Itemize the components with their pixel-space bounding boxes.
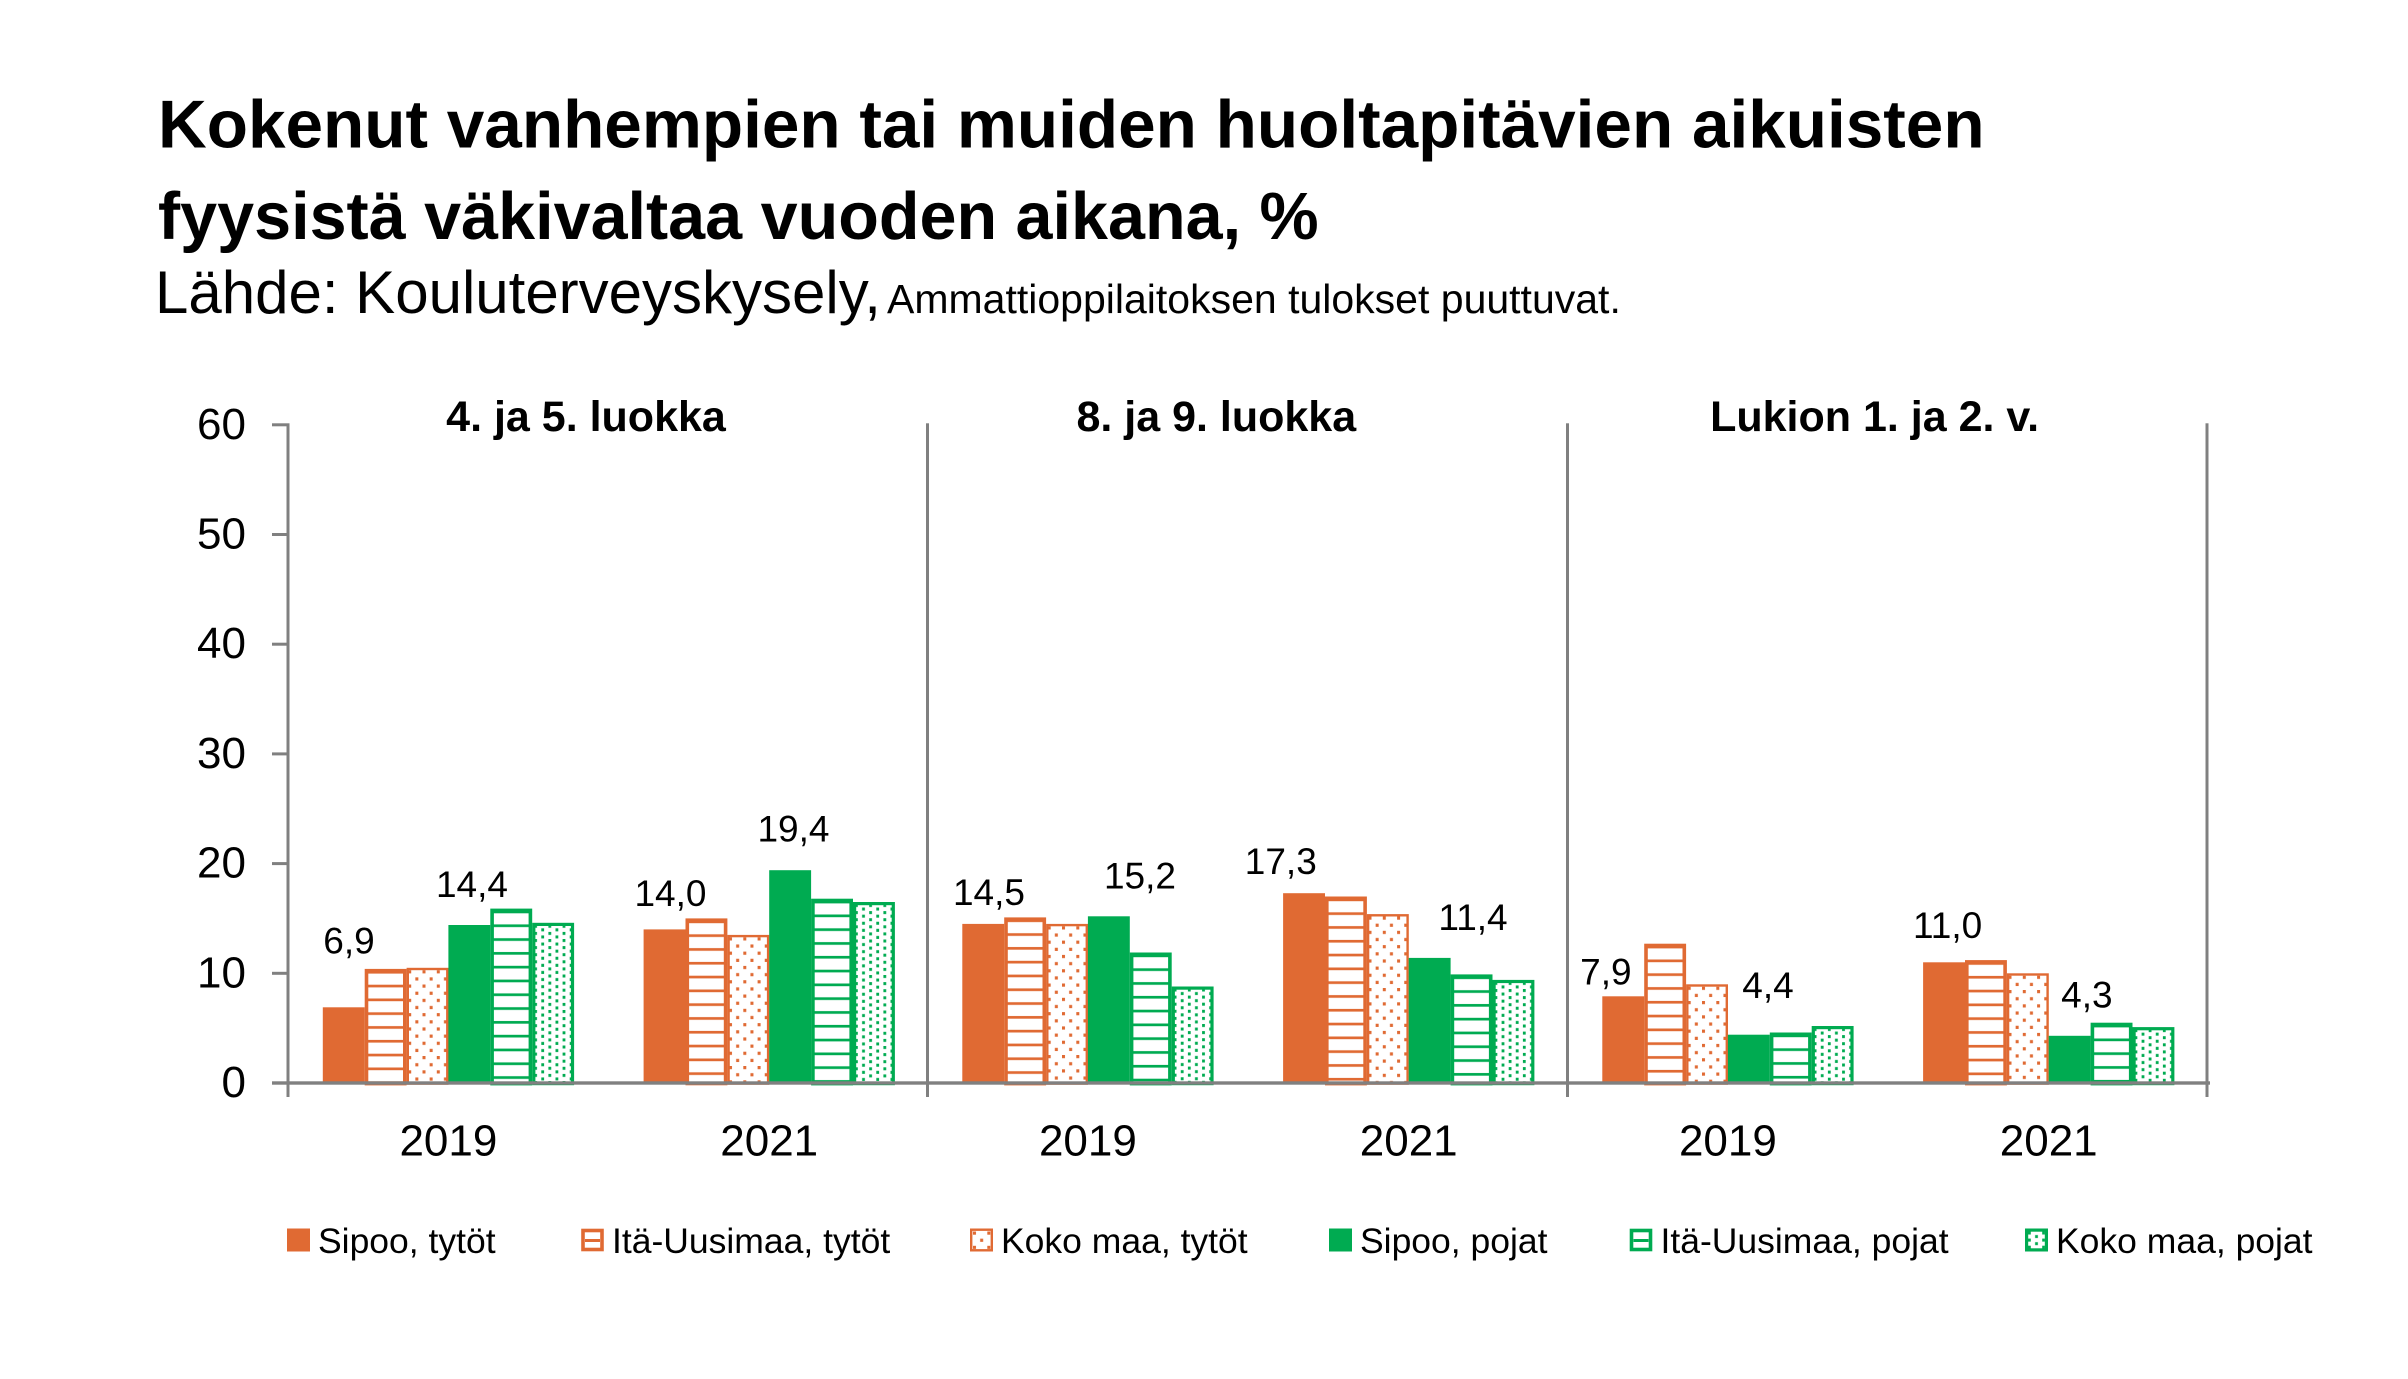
svg-text:17,3: 17,3 — [1245, 841, 1317, 882]
svg-text:40: 40 — [197, 619, 246, 668]
svg-text:2019: 2019 — [1039, 1117, 1137, 1166]
svg-text:19,4: 19,4 — [757, 809, 829, 850]
svg-text:Ammattioppilaitoksen tulokset: Ammattioppilaitoksen tulokset puuttuvat. — [887, 276, 1621, 322]
svg-text:2021: 2021 — [2000, 1117, 2098, 1166]
svg-text:Itä-Uusimaa, pojat: Itä-Uusimaa, pojat — [1661, 1221, 1949, 1261]
svg-text:fyysistä väkivaltaa vuoden aik: fyysistä väkivaltaa vuoden aikana, % — [158, 180, 1319, 254]
svg-text:6,9: 6,9 — [323, 921, 374, 962]
svg-text:30: 30 — [197, 729, 246, 778]
svg-text:Koko maa, pojat: Koko maa, pojat — [2056, 1221, 2313, 1261]
svg-text:14,4: 14,4 — [436, 864, 508, 905]
svg-text:2021: 2021 — [720, 1117, 818, 1166]
svg-text:60: 60 — [197, 400, 246, 449]
svg-text:Sipoo, tytöt: Sipoo, tytöt — [318, 1221, 496, 1261]
svg-text:10: 10 — [197, 948, 246, 997]
svg-text:Lähde: Kouluterveyskysely,: Lähde: Kouluterveyskysely, — [155, 259, 881, 326]
svg-text:0: 0 — [222, 1058, 246, 1107]
svg-text:7,9: 7,9 — [1580, 952, 1631, 993]
svg-text:Kokenut vanhempien tai muiden: Kokenut vanhempien tai muiden huoltapitä… — [158, 88, 1985, 163]
svg-text:4,4: 4,4 — [1742, 965, 1793, 1006]
svg-text:2019: 2019 — [1679, 1117, 1777, 1166]
svg-text:2019: 2019 — [399, 1117, 497, 1166]
svg-text:Itä-Uusimaa, tytöt: Itä-Uusimaa, tytöt — [612, 1221, 890, 1261]
svg-text:2021: 2021 — [1360, 1117, 1458, 1166]
svg-text:20: 20 — [197, 839, 246, 888]
svg-text:14,5: 14,5 — [953, 872, 1025, 913]
svg-text:Lukion 1. ja 2. v.: Lukion 1. ja 2. v. — [1710, 393, 2039, 441]
svg-text:Sipoo, pojat: Sipoo, pojat — [1360, 1221, 1548, 1261]
svg-text:4. ja 5. luokka: 4. ja 5. luokka — [446, 393, 727, 441]
svg-text:15,2: 15,2 — [1104, 856, 1176, 897]
svg-text:14,0: 14,0 — [634, 873, 706, 914]
svg-text:50: 50 — [197, 510, 246, 559]
svg-text:8. ja 9. luokka: 8. ja 9. luokka — [1076, 393, 1357, 441]
svg-text:Koko maa, tytöt: Koko maa, tytöt — [1001, 1221, 1248, 1261]
svg-text:11,4: 11,4 — [1438, 897, 1507, 938]
svg-text:11,0: 11,0 — [1913, 905, 1982, 946]
svg-text:4,3: 4,3 — [2061, 974, 2112, 1015]
